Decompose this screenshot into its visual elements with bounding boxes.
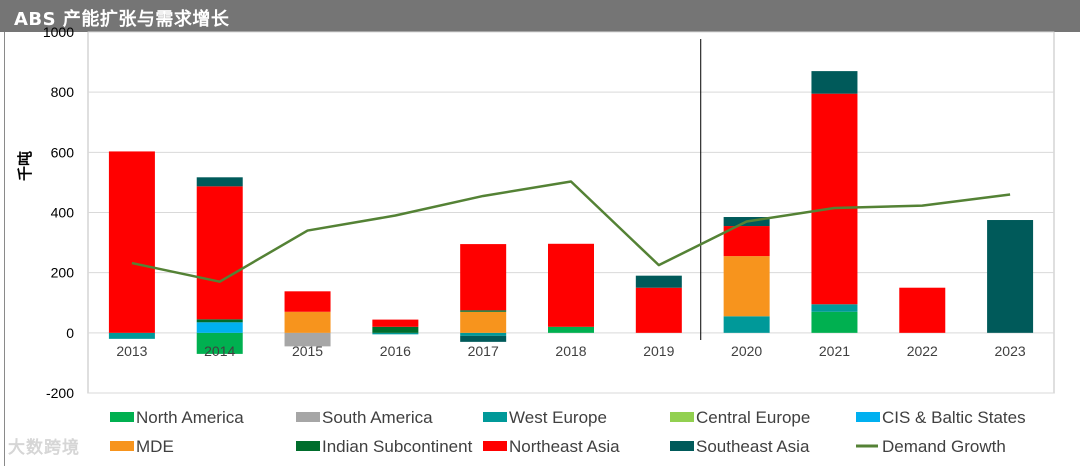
bar-segment bbox=[635, 287, 682, 333]
bar-segment bbox=[635, 275, 682, 288]
x-tick-label: 2020 bbox=[731, 343, 762, 359]
bar-segment bbox=[548, 243, 594, 327]
x-tick-label: 2013 bbox=[116, 343, 147, 359]
bar-segment bbox=[196, 332, 243, 354]
legend-label: West Europe bbox=[509, 408, 607, 427]
x-tick-label: 2017 bbox=[468, 343, 499, 359]
x-tick-label: 2019 bbox=[643, 343, 674, 359]
x-tick-label: 2022 bbox=[907, 343, 938, 359]
x-tick-label: 2016 bbox=[380, 343, 411, 359]
demand-growth-polyline bbox=[131, 180, 1011, 283]
legend-swatch bbox=[110, 412, 134, 422]
bar-segment bbox=[460, 244, 507, 311]
legend-label: South America bbox=[322, 408, 433, 427]
bar-segment bbox=[372, 332, 419, 335]
x-tick-label: 2015 bbox=[292, 343, 323, 359]
bar-segment bbox=[284, 332, 331, 347]
bars bbox=[108, 71, 1034, 354]
legend-label: Demand Growth bbox=[882, 437, 1006, 456]
legend: North America South America West Europe Cen… bbox=[110, 408, 1026, 456]
legend-swatch bbox=[296, 441, 320, 451]
y-tick-label: 800 bbox=[51, 84, 75, 100]
bar-segment bbox=[723, 226, 770, 257]
legend-label: MDE bbox=[136, 437, 174, 456]
legend-swatch bbox=[483, 412, 507, 422]
bar-segment bbox=[460, 332, 507, 336]
y-tick-label: 200 bbox=[51, 265, 75, 281]
bar-segment bbox=[196, 322, 243, 333]
y-tick-label: 600 bbox=[51, 144, 75, 160]
bar-segment bbox=[196, 177, 243, 187]
legend-swatch bbox=[856, 412, 880, 422]
chart-title: ABS 产能扩张与需求增长 bbox=[14, 9, 230, 30]
legend-swatch bbox=[670, 441, 694, 451]
legend-label: Central Europe bbox=[696, 408, 810, 427]
bar-segment bbox=[372, 326, 419, 333]
legend-label: Southeast Asia bbox=[696, 437, 810, 456]
y-tick-label: -200 bbox=[46, 385, 74, 401]
bar-segment bbox=[108, 332, 155, 339]
y-tick-label: 0 bbox=[66, 325, 74, 341]
title-bar: ABS 产能扩张与需求增长 bbox=[0, 0, 1080, 32]
bar-segment bbox=[811, 71, 858, 94]
legend-swatch bbox=[670, 412, 694, 422]
legend-swatch bbox=[483, 441, 507, 451]
bar-segment bbox=[284, 311, 331, 333]
bar-segment bbox=[284, 291, 331, 312]
bar-segment bbox=[987, 220, 1034, 333]
x-tick-label: 2018 bbox=[555, 343, 586, 359]
y-tick-label: 1000 bbox=[43, 24, 74, 40]
y-tick-label: 400 bbox=[51, 205, 75, 221]
bar-segment bbox=[811, 93, 858, 305]
bar-segment bbox=[108, 151, 155, 333]
bar-segment bbox=[899, 287, 946, 333]
bar-segment bbox=[372, 319, 419, 327]
axis-labels: -200 0 200 400 600 800 1000 2013 2014 2015 2016 201… bbox=[43, 24, 1026, 401]
x-tick-label: 2014 bbox=[204, 343, 235, 359]
x-tick-label: 2021 bbox=[819, 343, 850, 359]
legend-swatch bbox=[296, 412, 320, 422]
bar-segment bbox=[811, 304, 858, 312]
y-axis-label: 千吨 bbox=[16, 151, 34, 181]
legend-swatch bbox=[110, 441, 134, 451]
legend-label: North America bbox=[136, 408, 244, 427]
legend-label: Indian Subcontinent bbox=[322, 437, 473, 456]
bar-segment bbox=[460, 311, 507, 333]
bar-segment bbox=[460, 335, 507, 342]
bar-segment bbox=[811, 311, 858, 333]
bar-segment bbox=[723, 256, 770, 317]
demand-growth-line bbox=[131, 180, 1011, 283]
bar-segment bbox=[460, 310, 507, 312]
legend-label: Northeast Asia bbox=[509, 437, 620, 456]
bar-segment bbox=[723, 316, 770, 333]
left-border bbox=[4, 32, 5, 466]
legend-label: CIS & Baltic States bbox=[882, 408, 1026, 427]
bar-segment bbox=[196, 319, 243, 323]
bar-segment bbox=[196, 186, 243, 320]
watermark: 大数跨境 bbox=[8, 438, 80, 458]
bar-segment bbox=[548, 326, 594, 333]
x-tick-label: 2023 bbox=[995, 343, 1026, 359]
